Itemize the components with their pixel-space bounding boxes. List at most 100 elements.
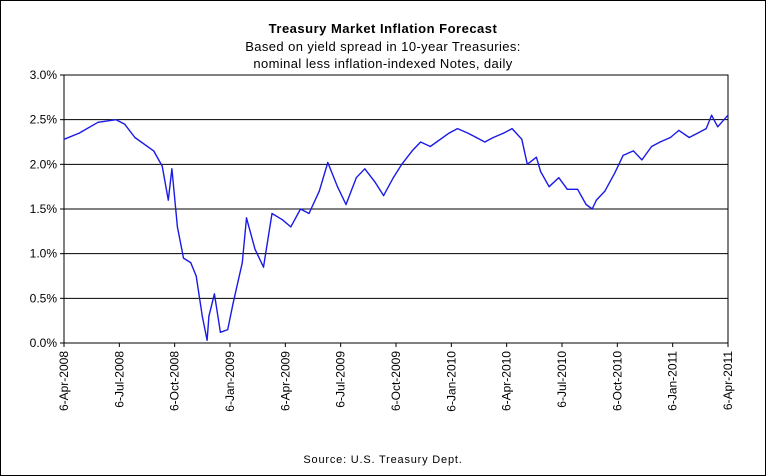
data-point [232, 302, 234, 304]
data-point [585, 203, 587, 206]
y-tick-label: 0.5% [30, 291, 58, 305]
data-point [213, 293, 215, 295]
data-point [195, 275, 197, 277]
data-point [595, 199, 598, 201]
data-point [526, 163, 528, 165]
data-point [727, 114, 729, 116]
data-point [705, 128, 707, 130]
data-point [548, 186, 550, 188]
x-tick-label: 6-Apr-2008 [57, 351, 71, 411]
data-point [171, 168, 173, 170]
x-tick-label: 6-Jan-2009 [223, 351, 237, 412]
data-point [540, 170, 542, 173]
data-point [521, 138, 523, 140]
data-point [364, 168, 366, 170]
data-point [78, 132, 80, 134]
x-tick-label: 6-Apr-2011 [721, 351, 735, 410]
data-point [208, 315, 210, 317]
data-point [281, 219, 283, 221]
data-point [345, 203, 347, 206]
x-tick-label: 6-Oct-2009 [389, 351, 403, 411]
data-point [401, 163, 403, 165]
data-point [484, 141, 486, 143]
x-tick-label: 6-Oct-2008 [168, 351, 182, 411]
data-point [717, 126, 719, 128]
x-tick-label: 6-Apr-2010 [500, 351, 514, 411]
data-point [604, 190, 606, 192]
data-point [558, 177, 560, 179]
data-point [124, 123, 126, 125]
data-point [511, 128, 513, 130]
y-tick-label: 2.5% [30, 113, 58, 127]
data-point [688, 136, 690, 139]
data-point [535, 156, 538, 158]
y-tick-label: 3.0% [30, 68, 58, 82]
y-tick-label: 1.0% [30, 247, 58, 261]
data-point [659, 141, 661, 143]
data-point [134, 136, 136, 139]
data-point [219, 331, 221, 333]
chart-title: Treasury Market Inflation Forecast [269, 21, 498, 36]
data-point [245, 217, 248, 219]
data-point [492, 136, 494, 139]
data-point [614, 172, 616, 174]
data-point [429, 145, 431, 148]
data-point [383, 195, 385, 197]
data-point [641, 159, 643, 161]
y-tick-label: 2.0% [30, 157, 58, 171]
data-point [632, 150, 635, 152]
data-point [420, 141, 422, 143]
data-point [167, 199, 169, 201]
gridlines [64, 119, 728, 299]
data-point [299, 208, 302, 210]
data-point [318, 190, 320, 192]
data-point [456, 128, 459, 130]
series-layer [63, 114, 729, 341]
x-tick-label: 6-Apr-2009 [278, 351, 292, 411]
chart-subtitle-line-1: Based on yield spread in 10-year Treasur… [245, 39, 521, 54]
data-point [290, 226, 292, 228]
data-point [577, 188, 579, 190]
y-tick-label: 0.0% [30, 336, 58, 350]
data-point [711, 114, 713, 116]
data-point [97, 121, 99, 123]
chart-subtitle-line-2: nominal less inflation-indexed Notes, da… [253, 56, 512, 71]
data-point [467, 132, 469, 134]
data-point [651, 145, 653, 148]
data-point [153, 150, 155, 152]
data-point [503, 132, 505, 134]
x-tick-label: 6-Jan-2011 [666, 351, 680, 411]
data-point [678, 129, 680, 131]
data-point [201, 315, 203, 317]
data-point [262, 266, 265, 268]
data-point [254, 248, 256, 250]
data-point [448, 132, 450, 134]
x-tick-label: 6-Jan-2010 [444, 351, 458, 412]
data-point [308, 212, 310, 215]
data-point [271, 212, 273, 215]
data-point [336, 186, 339, 188]
data-point [241, 262, 243, 264]
data-point [227, 329, 229, 331]
data-point [475, 136, 477, 139]
x-tick-label: 6-Jul-2008 [112, 351, 126, 408]
data-point [63, 138, 65, 140]
data-point [411, 150, 413, 152]
data-point [206, 339, 208, 341]
data-point [182, 257, 185, 259]
data-point [374, 181, 376, 183]
data-point [161, 165, 163, 167]
data-point [176, 226, 178, 228]
data-point [566, 188, 568, 190]
data-point [591, 208, 593, 210]
y-tick-label: 1.5% [30, 202, 58, 216]
data-point [622, 154, 624, 156]
data-point [392, 177, 394, 179]
x-axis: 6-Apr-2008 6-Jul-2008 6-Oct-2008 6-Jan-2009… [57, 343, 735, 412]
x-tick-label: 6-Jul-2010 [555, 351, 569, 408]
data-point [355, 177, 357, 179]
source-note: Source: U.S. Treasury Dept. [303, 454, 462, 466]
y-axis: 0.0% 0.5% 1.0% 1.5% 2.0% 2.5% 3.0% [30, 68, 64, 350]
data-point [697, 132, 699, 134]
